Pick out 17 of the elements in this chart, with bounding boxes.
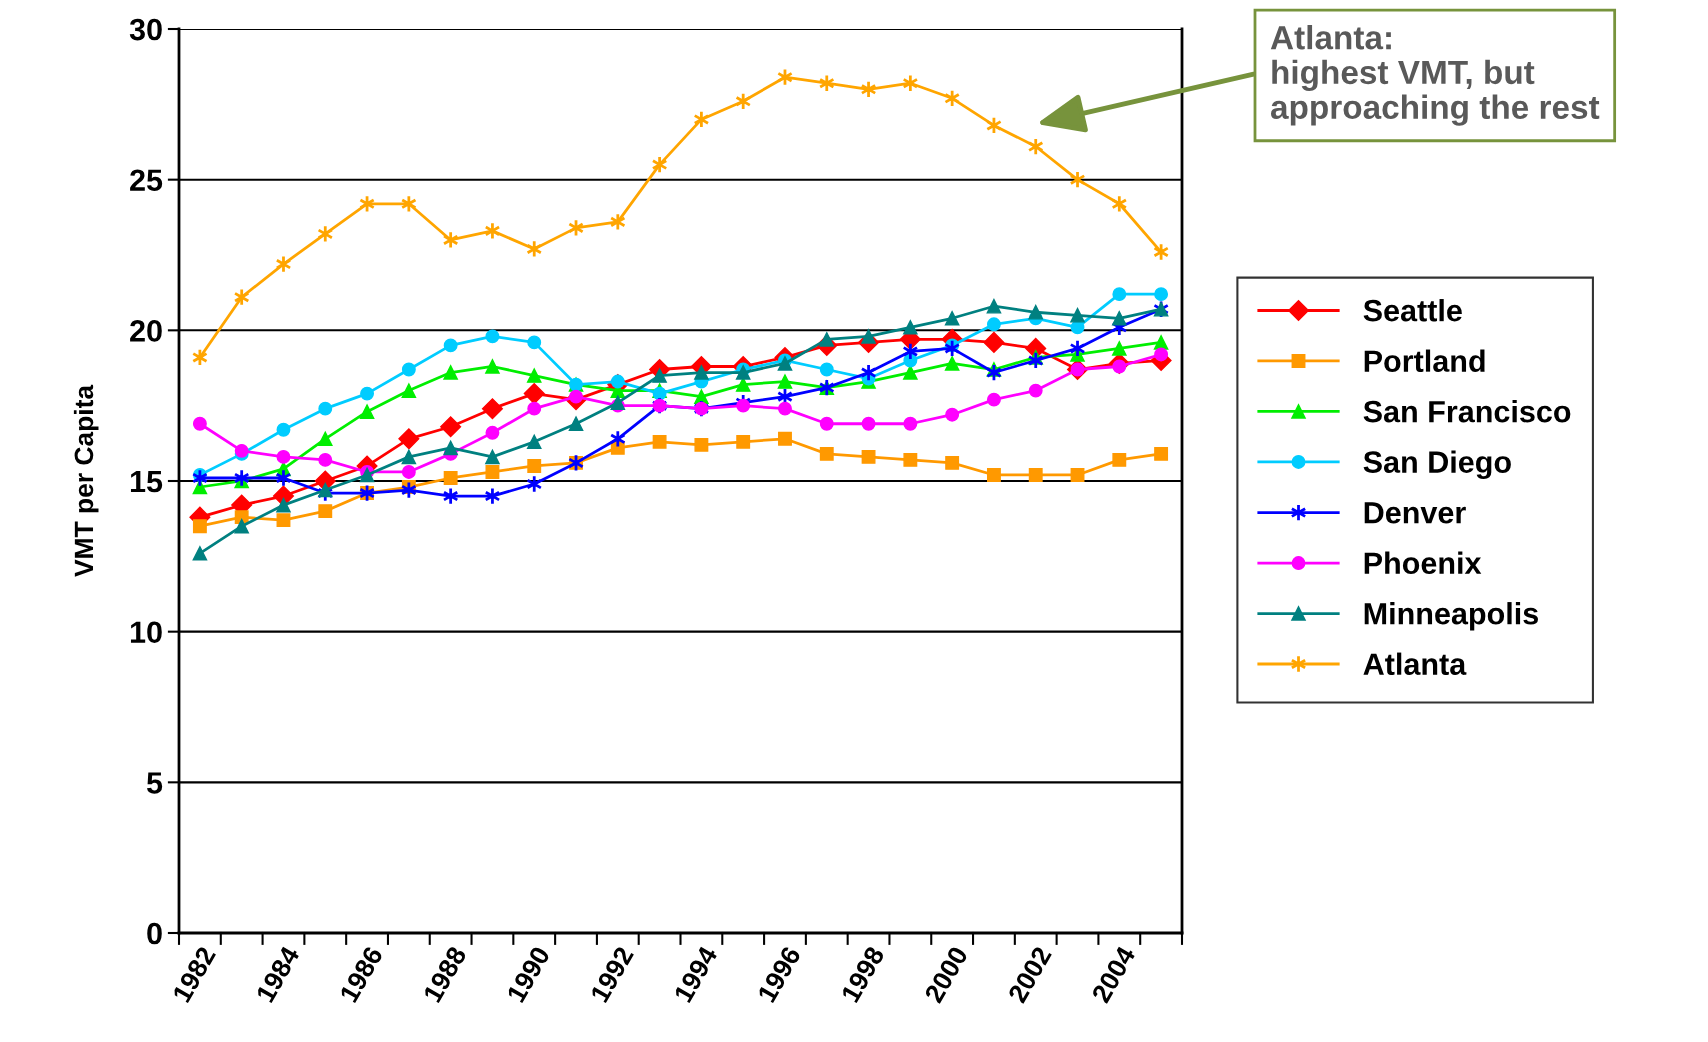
text: Atlanta: highest VMT, but approaching the rest (1270, 25, 1600, 126)
y-tick-label: 15 (130, 471, 163, 493)
legend-label: Phoenix (1364, 551, 1482, 575)
legend-label: Denver (1364, 502, 1466, 524)
y-tick-label: 10 (130, 621, 162, 644)
legend-label: Atlanta (1363, 652, 1467, 675)
y-axis-title: VMT per Capita (73, 384, 99, 577)
y-tick-label: 20 (130, 320, 162, 342)
legend-label: Seattle (1363, 299, 1462, 322)
y-tick-label: 30 (129, 18, 162, 41)
legend-label: San Francisco (1363, 400, 1571, 423)
legend-label: Portland (1364, 349, 1485, 372)
y-tick-label: 5 (146, 772, 163, 794)
y-tick-label: 0 (147, 922, 162, 945)
legend-label: Minneapolis (1364, 602, 1538, 631)
legend-label: San Diego (1363, 450, 1511, 480)
y-tick-label: 25 (130, 169, 163, 192)
